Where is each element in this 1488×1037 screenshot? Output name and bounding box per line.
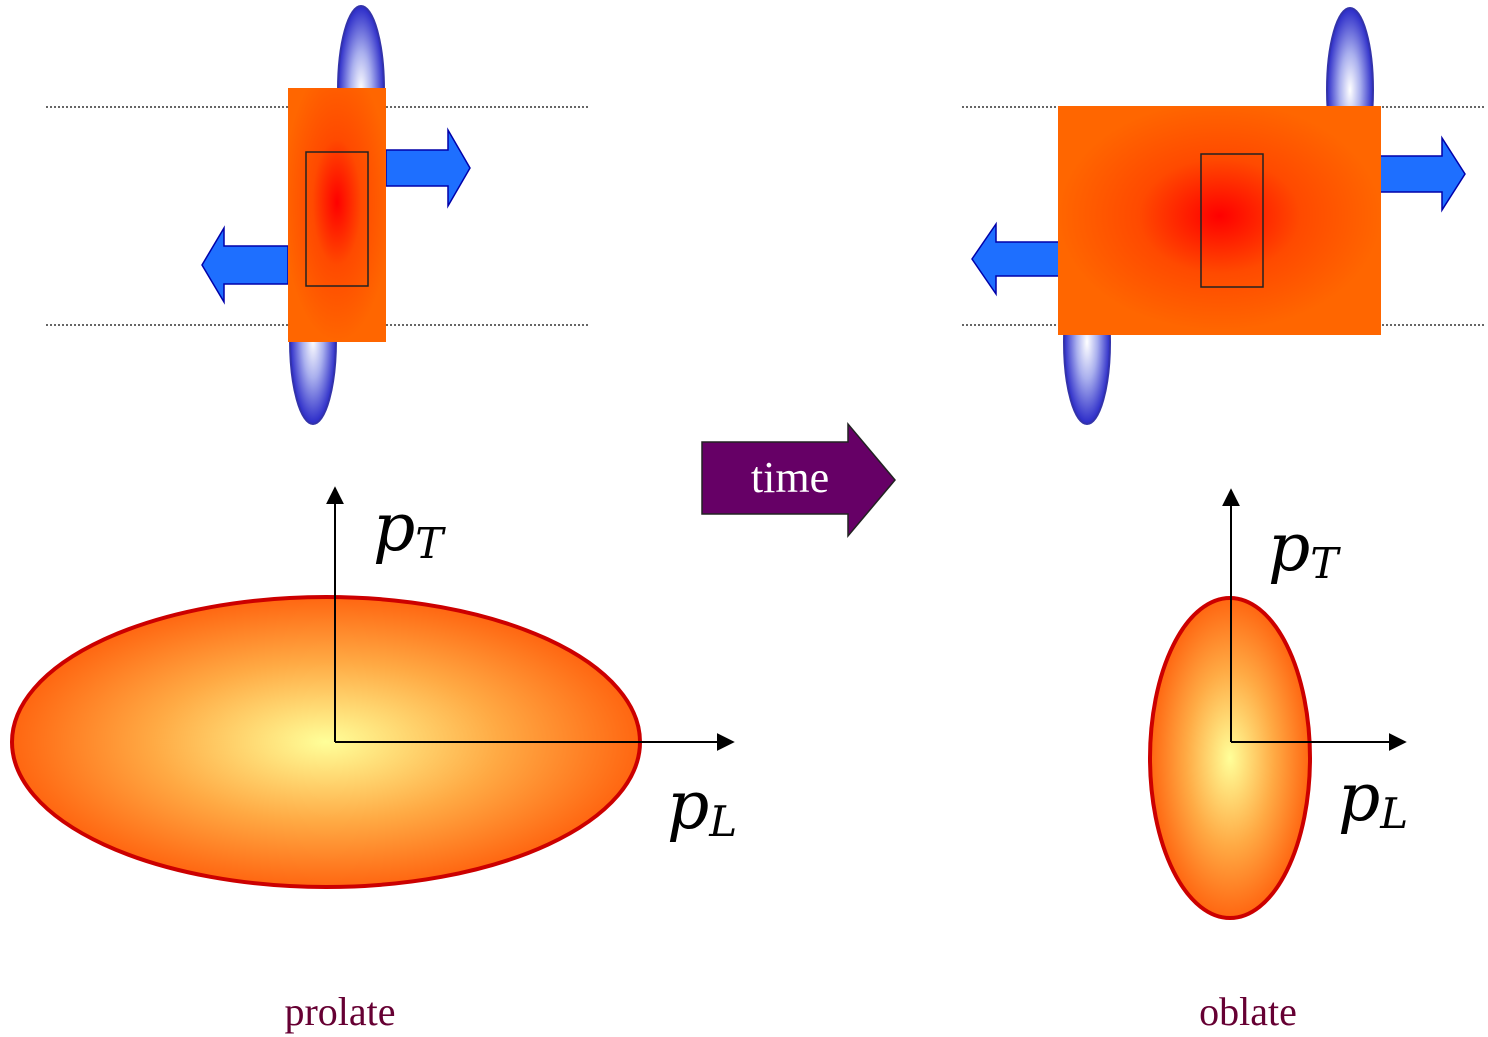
- flow-arrow-left-icon: [971, 221, 1061, 297]
- pl-label-right: pL: [1338, 759, 1408, 838]
- caption-oblate: oblate: [1199, 989, 1297, 1034]
- right-collision-scene: [962, 7, 1486, 425]
- right-momentum-plot: pT pL oblate: [1148, 488, 1408, 1034]
- fireball-left: [288, 88, 386, 342]
- time-label: time: [751, 453, 829, 502]
- pt-label-right: pT: [1268, 509, 1341, 588]
- time-arrow: time: [701, 421, 896, 539]
- fireball-core-box-right: [1200, 153, 1264, 288]
- fireball-core-box-left: [305, 151, 369, 287]
- left-momentum-plot: pT pL prolate: [10, 486, 737, 1034]
- time-arrow-icon: [701, 421, 896, 539]
- left-collision-scene: [46, 5, 590, 425]
- caption-prolate: prolate: [284, 989, 395, 1034]
- pt-label-left: pT: [373, 489, 446, 568]
- pl-label-left: pL: [667, 767, 737, 846]
- flow-arrow-right-icon: [385, 127, 471, 209]
- fireball-right: [1058, 106, 1381, 335]
- flow-arrow-right-icon: [1377, 135, 1466, 213]
- flow-arrow-left-icon: [201, 225, 289, 305]
